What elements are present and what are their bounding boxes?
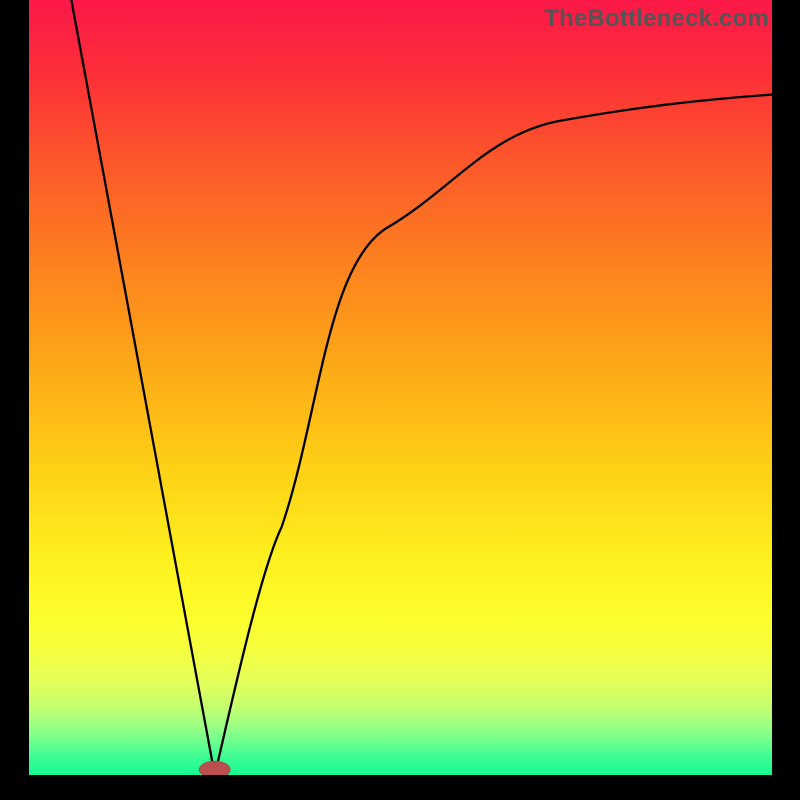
watermark-text: TheBottleneck.com (544, 5, 769, 33)
plot-area (29, 0, 772, 775)
plot-background (29, 0, 772, 775)
chart-frame: TheBottleneck.com (0, 0, 800, 800)
frame-border-bottom (0, 775, 800, 800)
frame-border-left (0, 0, 29, 800)
plot-svg (29, 0, 772, 775)
frame-border-right (772, 0, 800, 800)
